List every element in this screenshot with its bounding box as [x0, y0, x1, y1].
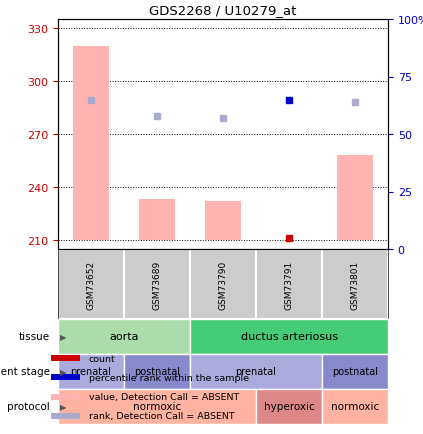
Bar [51, 375, 80, 381]
Text: hyperoxic: hyperoxic [264, 401, 314, 411]
Text: protocol: protocol [7, 401, 49, 411]
Bar [73, 46, 109, 240]
Bar [190, 250, 256, 319]
Text: GSM73689: GSM73689 [153, 260, 162, 309]
Text: ▶: ▶ [60, 402, 66, 411]
Text: tissue: tissue [19, 332, 49, 342]
Bar [124, 250, 190, 319]
Bar [58, 319, 190, 354]
Bar [190, 319, 388, 354]
Bar [58, 354, 124, 389]
Text: rank, Detection Call = ABSENT: rank, Detection Call = ABSENT [89, 411, 234, 420]
Title: GDS2268 / U10279_at: GDS2268 / U10279_at [149, 4, 297, 17]
Text: postnatal: postnatal [134, 367, 180, 377]
Bar [322, 389, 388, 424]
Text: normoxic: normoxic [133, 401, 181, 411]
Bar [256, 250, 322, 319]
Text: GSM73801: GSM73801 [351, 260, 360, 309]
Bar [51, 355, 80, 362]
Text: normoxic: normoxic [331, 401, 379, 411]
Bar [58, 389, 256, 424]
Bar [190, 354, 322, 389]
Text: ▶: ▶ [60, 332, 66, 341]
Text: ▶: ▶ [60, 367, 66, 376]
Bar [256, 389, 322, 424]
Text: GSM73790: GSM73790 [219, 260, 228, 309]
Bar [322, 250, 388, 319]
Bar [337, 156, 373, 240]
Text: GSM73652: GSM73652 [86, 260, 96, 309]
Bar [51, 413, 80, 419]
Text: GSM73791: GSM73791 [285, 260, 294, 309]
Bar [124, 354, 190, 389]
Text: aorta: aorta [109, 332, 139, 342]
Text: development stage: development stage [0, 367, 49, 377]
Text: postnatal: postnatal [332, 367, 378, 377]
Text: value, Detection Call = ABSENT: value, Detection Call = ABSENT [89, 392, 239, 401]
Bar [139, 200, 175, 240]
Text: count: count [89, 354, 115, 363]
Bar [205, 202, 241, 240]
Text: percentile rank within the sample: percentile rank within the sample [89, 373, 249, 382]
Text: ductus arteriosus: ductus arteriosus [241, 332, 338, 342]
Bar [322, 354, 388, 389]
Text: prenatal: prenatal [71, 367, 111, 377]
Bar [58, 250, 124, 319]
Text: prenatal: prenatal [236, 367, 277, 377]
Bar [51, 394, 80, 400]
